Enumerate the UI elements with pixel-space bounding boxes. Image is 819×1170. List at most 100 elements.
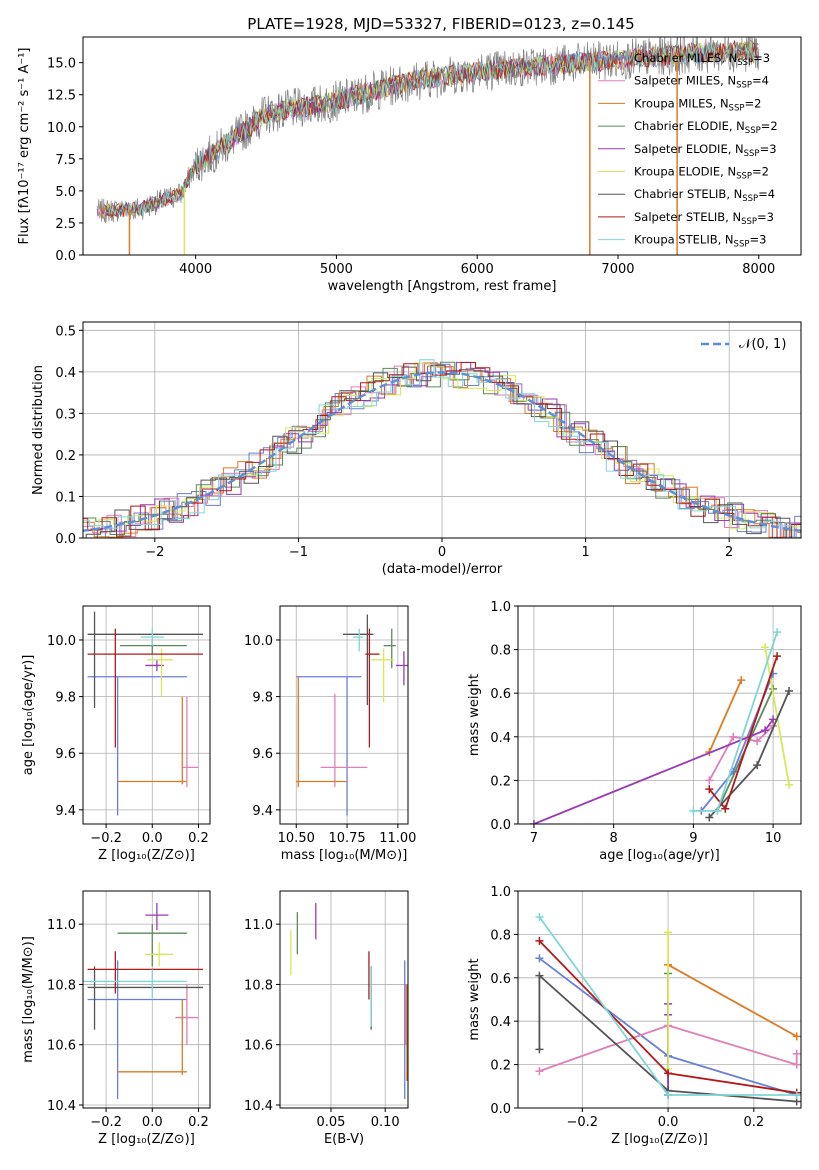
age-vs-metallicity-panel: −0.2 0.0 0.2 9.4 9.6 9.8 10.0 Z [log₁₀(Z/Z⊙)] ag…	[21, 605, 211, 863]
y-tick-label: 1.0	[490, 885, 511, 900]
mass-weight-point	[792, 1032, 801, 1041]
mass-weight-point	[785, 780, 794, 789]
x-axis-label: Z [log₁₀(Z/Z⊙)]	[98, 848, 195, 863]
y-axis-label: Normed distribution	[31, 365, 46, 495]
mass-weight-point	[773, 628, 782, 637]
y-tick-label: 2.5	[55, 217, 76, 232]
x-axis-label: age [log₁₀(age/yr)]	[599, 848, 720, 863]
mass-weight-point	[737, 676, 746, 685]
y-tick-label: 0.8	[490, 928, 511, 943]
mass-weight-line	[539, 1024, 798, 1072]
y-tick-label: 10.0	[244, 634, 273, 649]
plot-area	[96, 37, 760, 255]
mass-weight-point	[529, 820, 538, 824]
mass-weight-point	[753, 737, 762, 746]
x-tick-label: 0.2	[743, 1115, 764, 1130]
axes-frame	[517, 890, 802, 1109]
mass-weight-point	[689, 806, 698, 815]
residual-histogram-panel: −2 −1 0 1 2 0.0 0.1 0.2 0.3 0.4 0.5 (data-model)/er…	[31, 321, 802, 577]
x-axis-label: (data-model)/error	[382, 562, 503, 577]
residual-histogram-step	[83, 362, 801, 538]
mass-weight-point	[535, 971, 544, 980]
weight-vs-age-panel: 7 8 9 10 0.0 0.2 0.4 0.6 0.8 1.0 age [log₁₀(age/yr…	[467, 600, 802, 863]
mass-weight-line	[764, 647, 790, 785]
y-tick-label: 0.0	[490, 1102, 511, 1117]
x-tick-label: −0.2	[90, 1115, 122, 1130]
mass-weight-point	[535, 913, 544, 922]
x-tick-label: −0.2	[90, 831, 122, 846]
y-tick-label: 0.2	[55, 449, 76, 464]
y-tick-label: 0.4	[490, 1015, 511, 1030]
age-vs-mass-panel: 10.50 10.75 11.00 9.4 9.6 9.8 10.0 mass [log₁₀(…	[244, 605, 416, 863]
y-tick-label: 0.4	[55, 366, 76, 381]
x-axis-label: wavelength [Angstrom, rest frame]	[328, 279, 557, 294]
y-tick-label: 0.2	[490, 1059, 511, 1074]
mass-weight-point	[705, 776, 714, 785]
y-tick-label: 0.1	[55, 490, 76, 505]
axes-frame	[82, 605, 211, 825]
mass-weight-line	[667, 964, 798, 1038]
y-tick-label: 9.4	[55, 804, 76, 819]
mass-weight-point	[713, 806, 722, 815]
mass-weight-line	[708, 679, 743, 753]
y-tick-label: 15.0	[47, 57, 76, 72]
axes-frame	[82, 36, 802, 256]
x-tick-label: 0.05	[317, 1115, 346, 1130]
mass-weight-point	[729, 732, 738, 741]
plot-area	[296, 614, 408, 816]
x-tick-label: 1	[581, 545, 589, 560]
axes-frame	[517, 605, 802, 825]
y-tick-label: 10.6	[244, 1039, 273, 1054]
x-tick-label: 0.0	[658, 1115, 679, 1130]
x-tick-label: −2	[145, 545, 164, 560]
mass-vs-extinction-panel: 0.05 0.10 10.4 10.6 10.8 11.0 E(B-V)	[244, 890, 409, 1147]
y-tick-label: 0.6	[490, 687, 511, 702]
mass-weight-point	[773, 652, 782, 661]
mass-vs-metallicity-panel: −0.2 0.0 0.2 10.4 10.6 10.8 11.0 Z [log₁₀(Z/Z⊙)…	[21, 890, 211, 1147]
mass-weight-point	[535, 1045, 544, 1054]
x-tick-label: 11.00	[379, 831, 416, 846]
residual-histogram-step	[83, 359, 801, 538]
legend-entry: Kroupa ELODIE, NSSP=2	[634, 165, 769, 182]
plot-area	[83, 359, 801, 538]
x-axis-label: E(B-V)	[324, 1132, 364, 1147]
x-tick-label: 8000	[742, 262, 775, 277]
spectrum-panel: 4000 5000 6000 7000 8000 0.0 2.5 5.0 7.5 10.0 12.5…	[17, 36, 802, 294]
y-tick-label: 1.0	[490, 600, 511, 615]
mass-weight-point	[785, 687, 794, 696]
mass-weight-point	[792, 1049, 801, 1058]
x-tick-label: 10	[765, 831, 782, 846]
x-tick-label: 6000	[461, 262, 494, 277]
y-tick-label: 0.2	[490, 774, 511, 789]
y-axis-label: mass [log₁₀(M/M⊙)]	[21, 936, 36, 1063]
plot-area	[83, 903, 204, 1099]
x-tick-label: 0.0	[142, 1115, 163, 1130]
x-tick-label: 7000	[601, 262, 634, 277]
y-tick-label: 9.4	[252, 804, 273, 819]
legend-entry: Chabrier STELIB, NSSP=4	[634, 187, 775, 204]
x-tick-label: 10.50	[278, 831, 315, 846]
y-axis-label: age [log₁₀(age/yr)]	[21, 655, 36, 776]
x-tick-label: 10.75	[328, 831, 365, 846]
axes-frame	[279, 890, 409, 1109]
y-tick-label: 9.8	[252, 691, 273, 706]
y-tick-label: 10.4	[47, 1099, 76, 1114]
y-tick-label: 0.6	[490, 972, 511, 987]
legend-entry-normal: 𝒩(0, 1)	[739, 337, 786, 352]
y-tick-label: 0.4	[490, 731, 511, 746]
x-tick-label: −0.2	[567, 1115, 599, 1130]
y-tick-label: 9.6	[252, 747, 273, 762]
mass-weight-point	[761, 643, 770, 652]
x-axis-label: Z [log₁₀(Z/Z⊙)]	[611, 1132, 708, 1147]
axes-frame	[82, 890, 211, 1109]
x-tick-label: 2	[725, 545, 733, 560]
y-tick-label: 0.0	[490, 818, 511, 833]
residual-histogram-step	[83, 362, 801, 538]
normal-reference-curve	[83, 371, 801, 532]
mass-weight-point	[535, 936, 544, 945]
y-tick-label: 0.5	[55, 324, 76, 339]
y-axis-label: mass weight	[467, 674, 482, 756]
x-tick-label: 0.0	[142, 831, 163, 846]
x-tick-label: 0.2	[188, 1115, 209, 1130]
